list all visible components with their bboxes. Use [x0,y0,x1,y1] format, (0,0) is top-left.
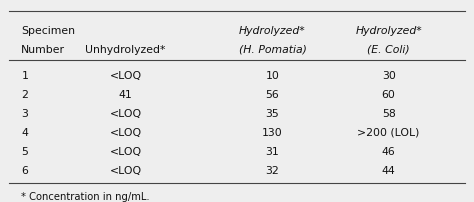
Text: Specimen: Specimen [21,26,75,36]
Text: (E. Coli): (E. Coli) [367,44,410,55]
Text: 32: 32 [265,165,280,175]
Text: 1: 1 [21,71,28,81]
Text: 35: 35 [265,108,280,118]
Text: 31: 31 [265,146,280,156]
Text: (H. Pomatia): (H. Pomatia) [238,44,307,55]
Text: <LOQ: <LOQ [109,146,142,156]
Text: * Concentration in ng/mL.: * Concentration in ng/mL. [21,190,150,201]
Text: <LOQ: <LOQ [109,108,142,118]
Text: Hydrolyzed*: Hydrolyzed* [239,26,306,36]
Text: <LOQ: <LOQ [109,127,142,137]
Text: 56: 56 [265,89,280,100]
Text: 2: 2 [21,89,28,100]
Text: 46: 46 [382,146,396,156]
Text: 4: 4 [21,127,28,137]
Text: >200 (LOL): >200 (LOL) [357,127,420,137]
Text: 6: 6 [21,165,28,175]
Text: 130: 130 [262,127,283,137]
Text: 58: 58 [382,108,396,118]
Text: Unhydrolyzed*: Unhydrolyzed* [85,44,166,55]
Text: <LOQ: <LOQ [109,71,142,81]
Text: <LOQ: <LOQ [109,165,142,175]
Text: 30: 30 [382,71,396,81]
Text: 5: 5 [21,146,28,156]
Text: 44: 44 [382,165,396,175]
Text: 10: 10 [265,71,280,81]
Text: Number: Number [21,44,65,55]
Text: Hydrolyzed*: Hydrolyzed* [356,26,422,36]
Text: 60: 60 [382,89,396,100]
Text: 41: 41 [118,89,133,100]
Text: 3: 3 [21,108,28,118]
